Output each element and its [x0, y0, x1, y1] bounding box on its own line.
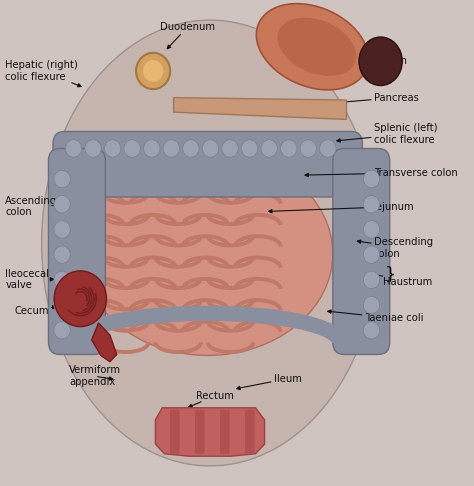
FancyBboxPatch shape: [170, 410, 180, 454]
Text: Ascending
colon: Ascending colon: [5, 196, 65, 217]
Text: Taeniae coli: Taeniae coli: [328, 310, 423, 323]
FancyBboxPatch shape: [53, 132, 363, 197]
Circle shape: [319, 140, 336, 157]
Ellipse shape: [143, 60, 164, 82]
Circle shape: [54, 221, 70, 238]
Circle shape: [363, 221, 380, 238]
Circle shape: [281, 140, 297, 157]
Circle shape: [182, 140, 199, 157]
Circle shape: [363, 271, 380, 289]
Circle shape: [163, 140, 180, 157]
Text: Descending
colon: Descending colon: [357, 237, 433, 259]
Text: Ileum: Ileum: [237, 374, 301, 390]
Circle shape: [65, 140, 82, 157]
Ellipse shape: [54, 271, 107, 327]
Circle shape: [202, 140, 219, 157]
Ellipse shape: [277, 17, 356, 76]
Text: Duodenum: Duodenum: [160, 22, 215, 49]
Text: Splenic (left)
colic flexure: Splenic (left) colic flexure: [337, 123, 438, 145]
Circle shape: [300, 140, 317, 157]
Circle shape: [54, 195, 70, 213]
Ellipse shape: [256, 3, 368, 90]
Circle shape: [363, 170, 380, 188]
FancyBboxPatch shape: [333, 149, 390, 354]
Circle shape: [363, 195, 380, 213]
Text: Transverse colon: Transverse colon: [305, 168, 457, 178]
Text: Ileocecal
valve: Ileocecal valve: [5, 269, 54, 290]
Circle shape: [124, 140, 140, 157]
FancyBboxPatch shape: [195, 410, 204, 454]
Circle shape: [85, 140, 101, 157]
Ellipse shape: [42, 20, 378, 466]
Text: Jejunum: Jejunum: [269, 202, 414, 213]
Polygon shape: [155, 408, 264, 456]
Text: Pancreas: Pancreas: [314, 93, 419, 106]
Circle shape: [54, 322, 70, 339]
FancyBboxPatch shape: [245, 410, 255, 454]
Circle shape: [54, 296, 70, 314]
Circle shape: [54, 170, 70, 188]
Text: Cecum: Cecum: [14, 306, 56, 316]
Ellipse shape: [82, 152, 333, 355]
Circle shape: [54, 271, 70, 289]
Circle shape: [144, 140, 160, 157]
Circle shape: [363, 246, 380, 263]
Text: Haustrum: Haustrum: [369, 272, 432, 287]
Circle shape: [104, 140, 121, 157]
Circle shape: [363, 296, 380, 314]
Circle shape: [222, 140, 238, 157]
Circle shape: [363, 322, 380, 339]
Circle shape: [54, 246, 70, 263]
Text: Rectum: Rectum: [189, 391, 234, 407]
FancyBboxPatch shape: [220, 410, 229, 454]
Polygon shape: [173, 98, 346, 120]
Text: Hepatic (right)
colic flexure: Hepatic (right) colic flexure: [5, 60, 81, 87]
Polygon shape: [91, 323, 117, 362]
Text: }: }: [385, 265, 397, 283]
Text: Vermiform
appendix: Vermiform appendix: [69, 365, 121, 387]
Ellipse shape: [359, 37, 402, 86]
Circle shape: [261, 140, 277, 157]
FancyBboxPatch shape: [48, 149, 105, 354]
Circle shape: [241, 140, 258, 157]
Ellipse shape: [136, 53, 170, 89]
Text: Spleen: Spleen: [348, 56, 408, 66]
